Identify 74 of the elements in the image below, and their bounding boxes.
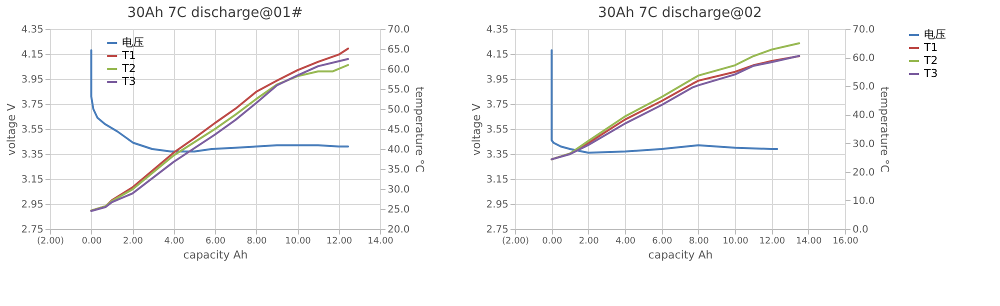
y2-tick-label: 0.0 <box>852 224 868 236</box>
y-tick-label: 3.55 <box>21 124 44 136</box>
y-tick-label: 2.95 <box>21 200 44 210</box>
x-tick-label: 0.00 <box>82 236 102 246</box>
y2-tick-label: 45.0 <box>388 124 410 136</box>
y2-tick-label: 40.0 <box>388 144 410 156</box>
y-tick-label: 3.95 <box>486 74 508 86</box>
y-tick-label: 3.35 <box>21 150 44 160</box>
x-tick-label: 8.00 <box>688 236 710 246</box>
y-tick-label: 3.35 <box>486 150 508 160</box>
chart-title: 30Ah 7C discharge@02 <box>598 5 762 21</box>
y2-tick-label: 40.0 <box>852 110 875 122</box>
line-series <box>90 49 350 152</box>
y2-tick-label: 30.0 <box>852 138 875 150</box>
y-axis-title: voltage V <box>5 102 18 156</box>
y-tick-label: 4.15 <box>486 50 508 60</box>
legend-label: T2 <box>923 54 938 67</box>
y2-tick-label: 35.0 <box>388 164 410 176</box>
y-tick-label: 3.55 <box>486 124 508 136</box>
y2-tick-label: 20.0 <box>388 224 410 236</box>
legend-label: 电压 <box>122 36 144 49</box>
y-tick-label: 2.95 <box>486 200 508 210</box>
x-tick-label: 14.00 <box>796 236 822 246</box>
y-tick-label: 3.75 <box>21 100 44 110</box>
legend-label: T3 <box>121 75 136 88</box>
x-axis-title: capacity Ah <box>183 248 248 262</box>
legend-label: T1 <box>121 49 136 62</box>
x-tick-label: 6.00 <box>205 236 226 246</box>
y-tick-label: 3.15 <box>486 174 508 186</box>
x-tick-label: 10.00 <box>285 236 312 246</box>
x-tick-label: 12.00 <box>759 236 786 246</box>
y2-tick-label: 30.0 <box>388 184 410 196</box>
y-tick-label: 2.75 <box>486 224 508 236</box>
line-series <box>550 49 778 154</box>
y-tick-label: 4.15 <box>21 50 44 60</box>
chart-title: 30Ah 7C discharge@01# <box>127 5 303 21</box>
y-tick-label: 2.75 <box>21 224 44 236</box>
x-tick-label: 0.00 <box>542 236 562 246</box>
x-axis-title: capacity Ah <box>648 248 713 262</box>
x-tick-label: 4.00 <box>164 236 185 246</box>
legend-label: T1 <box>923 41 938 54</box>
y-tick-label: 3.75 <box>486 100 508 110</box>
x-tick-label: 2.00 <box>122 236 144 246</box>
y-tick-label: 3.15 <box>21 174 44 186</box>
y2-tick-label: 55.0 <box>388 84 410 96</box>
legend-label: T3 <box>923 67 938 80</box>
legend-label: 电压 <box>924 28 946 41</box>
y2-tick-label: 65.0 <box>388 44 410 56</box>
x-tick-label: 12.00 <box>326 236 352 246</box>
y-axis-title: voltage V <box>470 102 484 156</box>
y2-axis-title: temperature °C <box>412 86 426 173</box>
y-tick-label: 4.35 <box>21 24 44 36</box>
y2-tick-label: 50.0 <box>388 104 410 116</box>
x-tick-label: (2.00) <box>502 236 530 246</box>
legend-label: T2 <box>121 62 136 75</box>
y2-tick-label: 70.0 <box>388 24 410 36</box>
y2-tick-label: 25.0 <box>388 204 410 216</box>
x-tick-label: 2.00 <box>578 236 600 246</box>
y2-tick-label: 10.0 <box>852 196 875 207</box>
x-tick-label: (2.00) <box>36 236 64 246</box>
y2-tick-label: 60.0 <box>388 64 410 76</box>
x-tick-label: 14.00 <box>368 236 394 246</box>
y-tick-label: 3.95 <box>21 74 44 86</box>
x-tick-label: 8.00 <box>246 236 268 246</box>
y2-tick-label: 50.0 <box>852 82 875 93</box>
y2-tick-label: 60.0 <box>852 53 875 64</box>
x-tick-label: 10.00 <box>722 236 749 246</box>
x-tick-label: 6.00 <box>652 236 672 246</box>
y-tick-label: 4.35 <box>486 24 508 36</box>
y2-axis-title: temperature °C <box>878 86 891 173</box>
y2-tick-label: 70.0 <box>852 24 875 36</box>
x-tick-label: 4.00 <box>615 236 636 246</box>
y2-tick-label: 20.0 <box>852 167 875 178</box>
x-tick-label: 16.00 <box>832 236 859 246</box>
